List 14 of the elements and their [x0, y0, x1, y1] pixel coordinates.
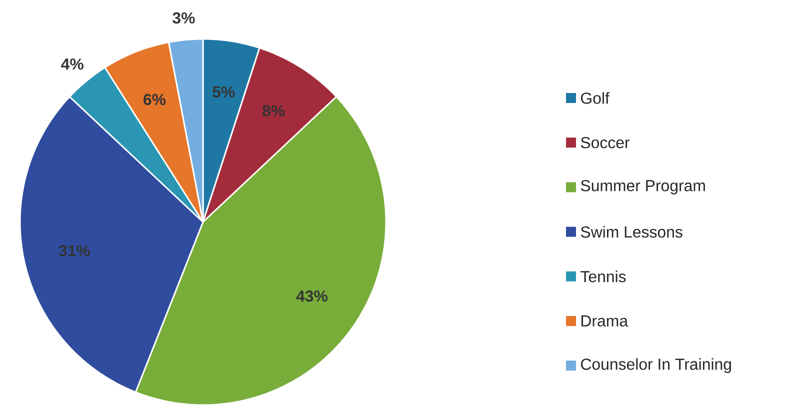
data-label: 4% [61, 58, 84, 70]
legend-label: Counselor In Training [581, 358, 731, 374]
data-label: 6% [144, 94, 166, 106]
data-label: 3% [172, 12, 195, 24]
data-label: 43% [296, 290, 328, 302]
data-label: 5% [212, 86, 235, 98]
legend-label: Soccer [580, 136, 630, 148]
legend-label: Tennis [580, 270, 626, 282]
legend-label: Drama [582, 315, 628, 327]
legend-label: Summer Program [580, 180, 705, 194]
data-label: 31% [58, 245, 90, 256]
legend-label: Swim Lessons [580, 226, 682, 238]
legend-label: Golf [581, 92, 610, 104]
data-label: 8% [262, 105, 285, 116]
